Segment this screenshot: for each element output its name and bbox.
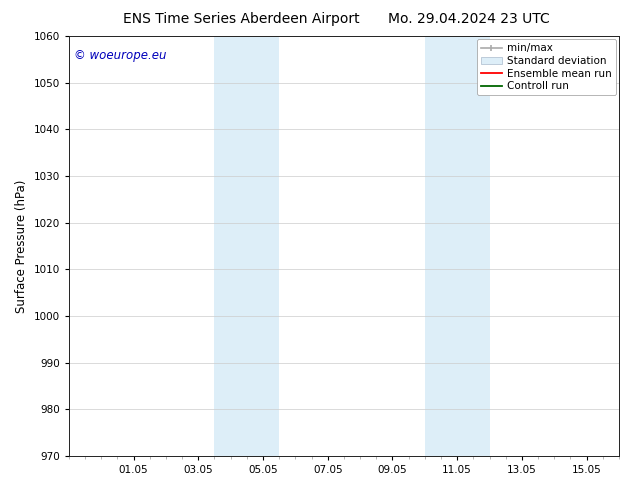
Y-axis label: Surface Pressure (hPa): Surface Pressure (hPa): [15, 179, 28, 313]
Bar: [214, 36, 279, 456]
Text: © woeurope.eu: © woeurope.eu: [74, 49, 167, 62]
Text: ENS Time Series Aberdeen Airport: ENS Time Series Aberdeen Airport: [122, 12, 359, 26]
Text: Mo. 29.04.2024 23 UTC: Mo. 29.04.2024 23 UTC: [388, 12, 550, 26]
Bar: [425, 36, 489, 456]
Legend: min/max, Standard deviation, Ensemble mean run, Controll run: min/max, Standard deviation, Ensemble me…: [477, 39, 616, 96]
